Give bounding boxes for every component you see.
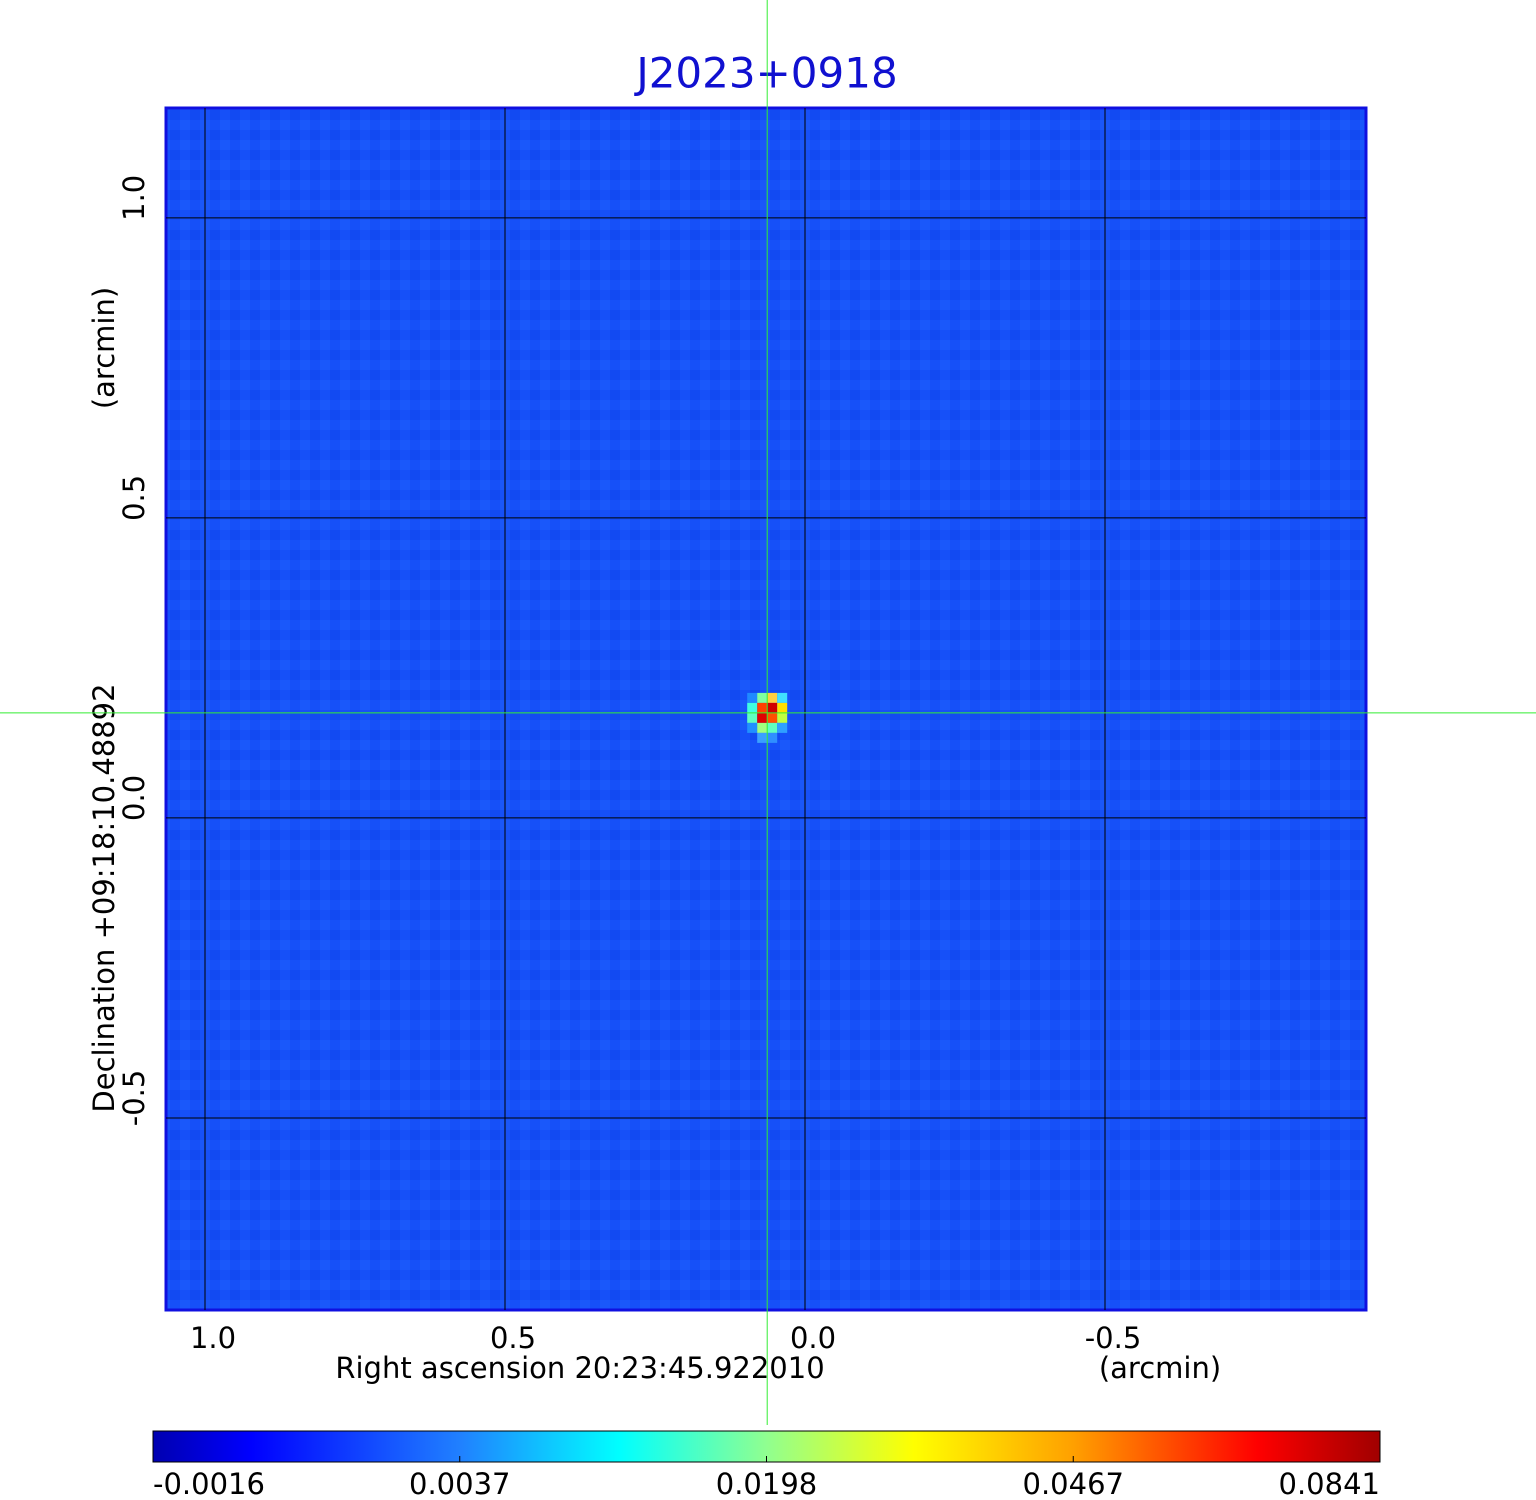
source-pixel — [777, 712, 788, 723]
colorbar-tick-label: 0.0037 — [409, 1467, 510, 1500]
x-tick-label: -0.5 — [1085, 1321, 1142, 1355]
colorbar-tick-label: 0.0467 — [1023, 1467, 1124, 1500]
source-pixel — [757, 712, 768, 723]
y-tick-label: 0.5 — [117, 475, 151, 521]
source-pixel — [747, 712, 758, 723]
source-pixel — [747, 722, 758, 733]
y-tick-label: -0.5 — [117, 1070, 151, 1127]
y-tick-label: 1.0 — [117, 175, 151, 221]
x-tick-label: 0.0 — [790, 1321, 836, 1355]
colorbar-tick-label: 0.0198 — [716, 1467, 817, 1500]
source-pixel — [747, 692, 758, 703]
source-pixel — [747, 702, 758, 713]
source-pixel — [777, 692, 788, 703]
source-pixel — [757, 722, 768, 733]
source-pixel — [777, 722, 788, 733]
source-pixel — [767, 692, 778, 703]
x-tick-label: 1.0 — [190, 1321, 236, 1355]
source-pixel — [757, 702, 768, 713]
source-pixel — [757, 692, 768, 703]
source — [747, 692, 788, 743]
grid — [166, 108, 1366, 1310]
source-pixel — [767, 722, 778, 733]
y-tick-label: 0.0 — [117, 775, 151, 821]
x-axis-unit: (arcmin) — [1099, 1351, 1221, 1385]
source-pixel — [767, 702, 778, 713]
chart-title: J2023+0918 — [633, 49, 897, 98]
x-axis-label: Right ascension 20:23:45.922010 — [335, 1351, 824, 1385]
y-axis-label: Declination +09:18:10.48892 — [87, 683, 121, 1112]
y-axis-unit: (arcmin) — [87, 287, 121, 409]
colorbar-tick-label: -0.0016 — [153, 1467, 265, 1500]
x-tick-label: 0.5 — [490, 1321, 536, 1355]
source-pixel — [767, 732, 778, 743]
colorbar-tick-label: 0.0841 — [1279, 1467, 1380, 1500]
source-pixel — [777, 702, 788, 713]
source-pixel — [757, 732, 768, 743]
source-pixel — [767, 712, 778, 723]
